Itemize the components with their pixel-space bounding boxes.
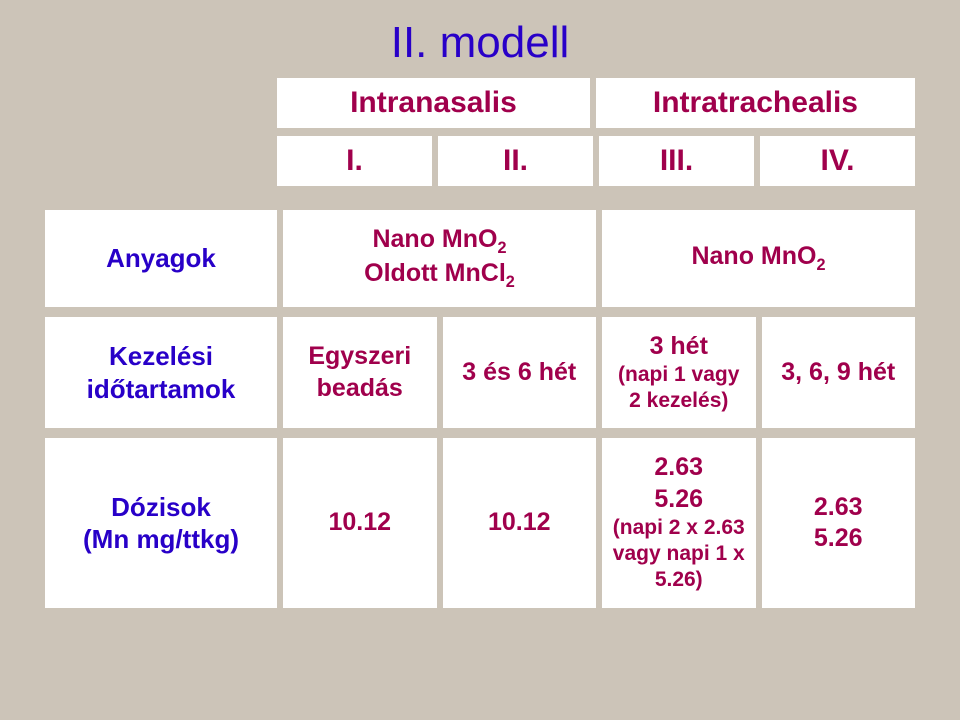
header-spacer <box>45 78 277 128</box>
cell-dozisok-1: 10.12 <box>283 438 437 607</box>
cell-kezelesi-1: Egyszeri beadás <box>283 317 437 429</box>
cell-line: 2.63 <box>814 492 863 523</box>
label-line: időtartamok <box>87 373 236 406</box>
cell-line: 5.26 <box>654 484 703 515</box>
table-row: Kezelési időtartamok Egyszeri beadás 3 é… <box>45 317 915 429</box>
subheader-3: III. <box>599 136 754 186</box>
cell-small-line: vagy napi 1 x <box>613 541 745 567</box>
label-line: Dózisok <box>111 491 211 524</box>
subheader-1: I. <box>277 136 432 186</box>
header-intranasalis: Intranasalis <box>277 78 590 128</box>
row-label-kezelesi: Kezelési időtartamok <box>45 317 277 429</box>
table-container: Intranasalis Intratrachealis I. II. III.… <box>45 78 915 608</box>
cell-line: 3 és 6 hét <box>462 357 576 388</box>
cell-small-line: 2 kezelés) <box>629 388 728 414</box>
cell-line: Oldott MnCl2 <box>364 258 515 292</box>
cell-dozisok-4: 2.63 5.26 <box>762 438 916 607</box>
subheader-4: IV. <box>760 136 915 186</box>
cell-line: 5.26 <box>814 523 863 554</box>
page-title: II. modell <box>0 0 960 78</box>
cell-dozisok-3: 2.63 5.26 (napi 2 x 2.63 vagy napi 1 x 5… <box>602 438 756 607</box>
table-row: Anyagok Nano MnO2 Oldott MnCl2 Nano MnO2 <box>45 210 915 307</box>
subheader-2: II. <box>438 136 593 186</box>
row-label-anyagok: Anyagok <box>45 210 277 307</box>
cell-small-line: (napi 2 x 2.63 <box>613 515 745 541</box>
header-spacer <box>45 136 277 186</box>
cell-line: beadás <box>317 373 403 404</box>
cell-line: 10.12 <box>488 507 551 538</box>
table-row: Dózisok (Mn mg/ttkg) 10.12 10.12 2.63 5.… <box>45 438 915 607</box>
cell-line: 10.12 <box>328 507 391 538</box>
header-intratrachealis: Intratrachealis <box>596 78 915 128</box>
cell-line: Nano MnO2 <box>372 224 506 258</box>
cell-small-line: 5.26) <box>655 567 703 593</box>
cell-dozisok-2: 10.12 <box>443 438 597 607</box>
cell-small-line: (napi 1 vagy <box>618 362 739 388</box>
cell-anyagok-left: Nano MnO2 Oldott MnCl2 <box>283 210 596 307</box>
cell-line: 3, 6, 9 hét <box>781 357 895 388</box>
sub-header-row: I. II. III. IV. <box>45 136 915 186</box>
label-line: Kezelési <box>109 340 213 373</box>
cell-kezelesi-4: 3, 6, 9 hét <box>762 317 916 429</box>
cell-kezelesi-3: 3 hét (napi 1 vagy 2 kezelés) <box>602 317 756 429</box>
cell-line: Egyszeri <box>308 341 411 372</box>
row-label-dozisok: Dózisok (Mn mg/ttkg) <box>45 438 277 607</box>
cell-line: 2.63 <box>654 452 703 483</box>
label-line: (Mn mg/ttkg) <box>83 523 239 556</box>
top-header-row: Intranasalis Intratrachealis <box>45 78 915 128</box>
cell-line: Nano MnO2 <box>691 241 825 275</box>
cell-kezelesi-2: 3 és 6 hét <box>443 317 597 429</box>
cell-anyagok-right: Nano MnO2 <box>602 210 915 307</box>
cell-line: 3 hét <box>650 331 708 362</box>
